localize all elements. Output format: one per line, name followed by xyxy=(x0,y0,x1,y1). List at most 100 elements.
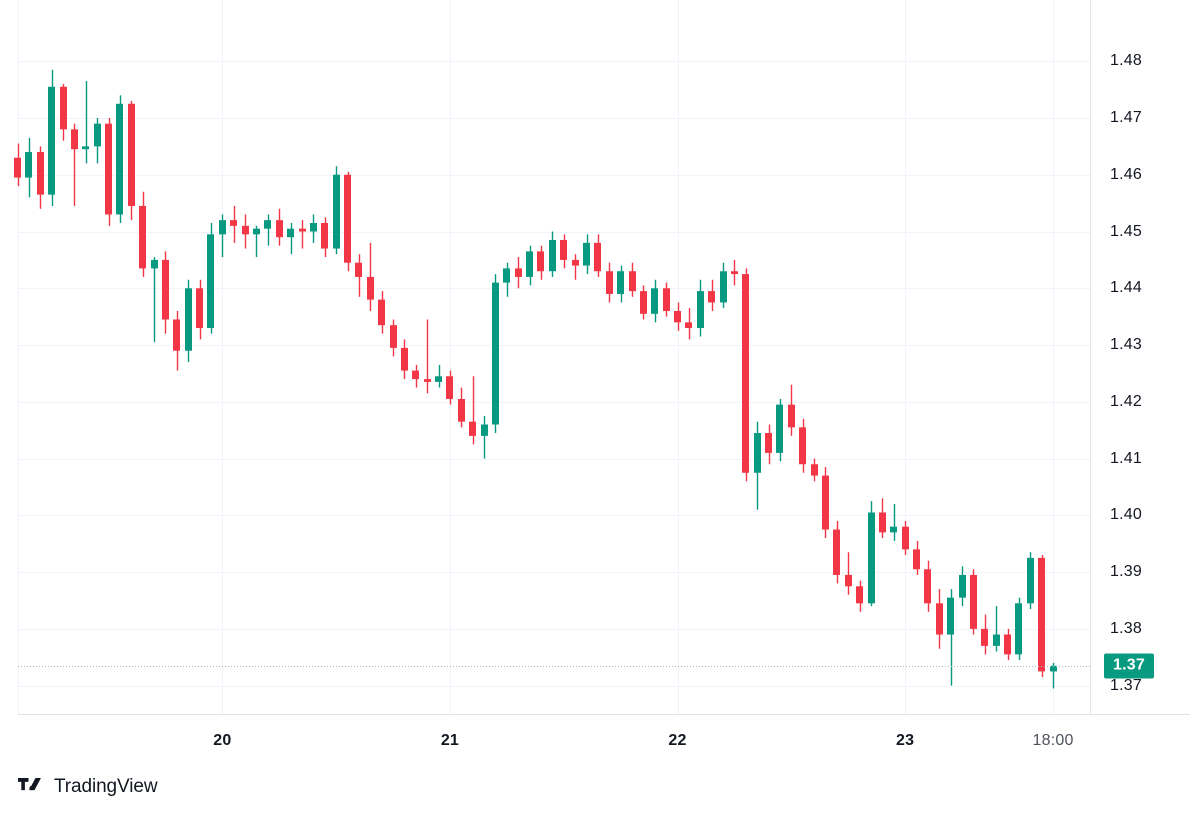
candle-series[interactable] xyxy=(14,69,1057,689)
candle-body[interactable] xyxy=(765,433,772,453)
candle-body[interactable] xyxy=(492,282,499,425)
candle-body[interactable] xyxy=(299,228,306,232)
candle-body[interactable] xyxy=(71,129,78,150)
candle-body[interactable] xyxy=(162,259,169,320)
candle-body[interactable] xyxy=(207,234,214,329)
candle-body[interactable] xyxy=(731,271,738,275)
candle-body[interactable] xyxy=(970,574,977,629)
candle-body[interactable] xyxy=(981,628,988,646)
candle-body[interactable] xyxy=(640,291,647,314)
candle-body[interactable] xyxy=(503,268,510,283)
candle-body[interactable] xyxy=(446,376,453,399)
candle-body[interactable] xyxy=(856,586,863,604)
candlestick-chart[interactable] xyxy=(0,0,1200,765)
candle-body[interactable] xyxy=(629,271,636,292)
candle-body[interactable] xyxy=(959,574,966,598)
candle-body[interactable] xyxy=(913,549,920,570)
candle-body[interactable] xyxy=(583,242,590,266)
candle-body[interactable] xyxy=(82,146,89,150)
candle-body[interactable] xyxy=(572,259,579,266)
candle-body[interactable] xyxy=(560,240,567,260)
candle-body[interactable] xyxy=(435,376,442,382)
candle-body[interactable] xyxy=(105,123,112,215)
candle-body[interactable] xyxy=(1038,557,1045,672)
candle-body[interactable] xyxy=(822,475,829,530)
chart-plot-area[interactable] xyxy=(0,0,1200,765)
candle-body[interactable] xyxy=(754,433,761,473)
candle-body[interactable] xyxy=(14,157,21,178)
candle-body[interactable] xyxy=(606,271,613,294)
candle-body[interactable] xyxy=(287,228,294,238)
candle-body[interactable] xyxy=(617,271,624,294)
candle-body[interactable] xyxy=(401,347,408,371)
candle-body[interactable] xyxy=(685,322,692,329)
candle-body[interactable] xyxy=(139,205,146,269)
candle-body[interactable] xyxy=(424,379,431,382)
candle-body[interactable] xyxy=(868,512,875,604)
candle-body[interactable] xyxy=(242,225,249,235)
candle-body[interactable] xyxy=(993,634,1000,646)
candle-body[interactable] xyxy=(344,174,351,263)
candle-body[interactable] xyxy=(947,597,954,635)
candle-body[interactable] xyxy=(799,427,806,465)
candle-body[interactable] xyxy=(594,242,601,272)
candle-body[interactable] xyxy=(196,288,203,329)
candle-body[interactable] xyxy=(776,404,783,453)
candle-body[interactable] xyxy=(674,310,681,323)
candle-body[interactable] xyxy=(48,86,55,195)
candle-body[interactable] xyxy=(651,288,658,314)
candle-body[interactable] xyxy=(697,291,704,329)
candle-body[interactable] xyxy=(276,220,283,238)
candle-body[interactable] xyxy=(663,288,670,311)
candle-body[interactable] xyxy=(412,370,419,380)
candle-body[interactable] xyxy=(264,220,271,229)
candle-body[interactable] xyxy=(355,262,362,277)
candle-body[interactable] xyxy=(185,288,192,351)
candle-body[interactable] xyxy=(1015,603,1022,655)
candle-body[interactable] xyxy=(230,220,237,226)
candle-body[interactable] xyxy=(526,251,533,277)
candle-body[interactable] xyxy=(25,152,32,178)
candle-body[interactable] xyxy=(310,222,317,232)
candle-body[interactable] xyxy=(333,174,340,249)
current-price-badge[interactable]: 1.37 xyxy=(1104,653,1154,679)
candle-body[interactable] xyxy=(378,299,385,326)
candle-body[interactable] xyxy=(116,103,123,215)
candle-body[interactable] xyxy=(879,512,886,533)
candle-body[interactable] xyxy=(537,251,544,272)
candle-body[interactable] xyxy=(890,526,897,533)
candle-body[interactable] xyxy=(458,398,465,422)
candle-body[interactable] xyxy=(151,259,158,269)
candle-body[interactable] xyxy=(742,274,749,473)
candle-body[interactable] xyxy=(924,569,931,604)
candle-body[interactable] xyxy=(94,123,101,147)
candle-body[interactable] xyxy=(173,319,180,351)
candle-body[interactable] xyxy=(811,464,818,476)
candle-body[interactable] xyxy=(469,421,476,436)
tradingview-branding[interactable]: TradingView xyxy=(18,776,158,798)
candle-body[interactable] xyxy=(1004,634,1011,655)
candle-body[interactable] xyxy=(515,268,522,277)
candle-body[interactable] xyxy=(1050,665,1057,672)
candle-body[interactable] xyxy=(253,228,260,235)
candle-body[interactable] xyxy=(321,222,328,249)
candle-body[interactable] xyxy=(60,86,67,130)
candle-body[interactable] xyxy=(720,271,727,303)
candle-body[interactable] xyxy=(549,240,556,272)
candle-body[interactable] xyxy=(902,526,909,550)
candle-body[interactable] xyxy=(128,103,135,206)
candle-body[interactable] xyxy=(833,529,840,575)
candle-body[interactable] xyxy=(390,325,397,348)
candle-body[interactable] xyxy=(367,276,374,300)
candle-body[interactable] xyxy=(1027,557,1034,604)
candle-body[interactable] xyxy=(708,291,715,303)
candle-body[interactable] xyxy=(219,220,226,235)
price-axis-label: 1.47 xyxy=(1110,108,1142,126)
candle-body[interactable] xyxy=(845,574,852,587)
candle-body[interactable] xyxy=(936,603,943,635)
candle-body[interactable] xyxy=(788,404,795,428)
candle-body[interactable] xyxy=(481,424,488,436)
price-axis[interactable]: 1.48 1.47 1.46 1.45 1.44 1.43 1.42 1.41 1.40 1.39… xyxy=(1090,0,1200,714)
time-axis[interactable]: 20 21 22 23 18:00 xyxy=(0,714,1200,765)
candle-body[interactable] xyxy=(37,152,44,195)
